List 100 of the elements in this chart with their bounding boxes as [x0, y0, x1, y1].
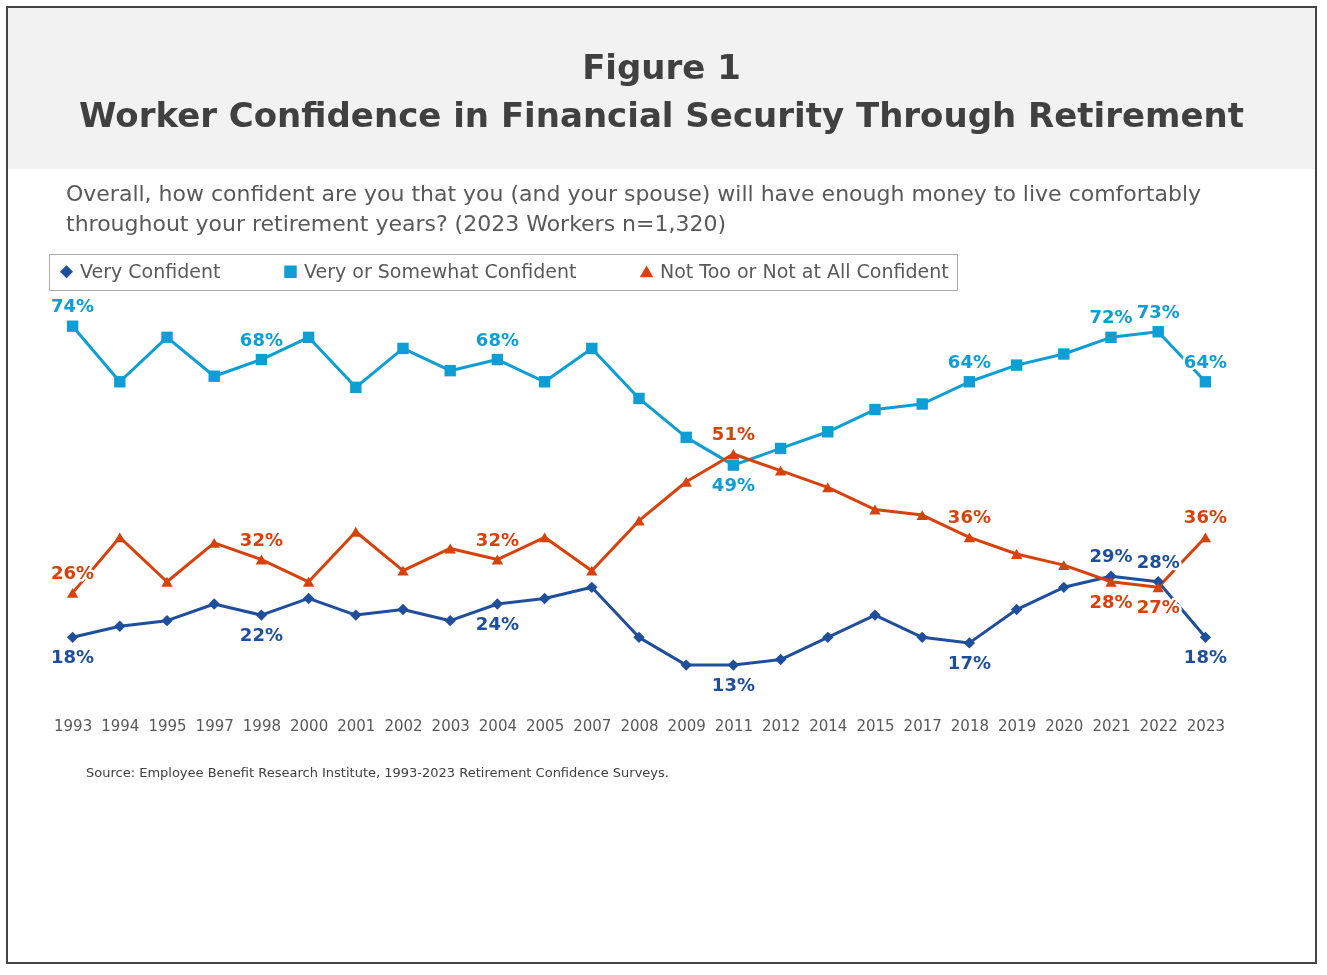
- point: [963, 636, 976, 649]
- point: [491, 353, 504, 365]
- point: [1105, 331, 1117, 343]
- data-label: 24%: [475, 612, 519, 634]
- data-label: 68%: [239, 328, 283, 350]
- x-tick-label: 1993: [54, 716, 93, 735]
- point: [491, 597, 504, 610]
- point: [302, 576, 315, 587]
- point: [255, 554, 268, 565]
- x-tick-label: 2002: [384, 716, 423, 735]
- legend-label: Very or Somewhat Confident: [304, 259, 577, 282]
- point: [774, 442, 787, 454]
- data-label: 18%: [1183, 645, 1227, 667]
- x-tick-label: 2017: [903, 716, 942, 735]
- point: [1199, 531, 1212, 542]
- point: [633, 515, 645, 526]
- point: [1199, 375, 1212, 388]
- point: [1010, 548, 1023, 559]
- x-tick-label: 2009: [667, 716, 706, 735]
- point: [586, 342, 598, 354]
- x-tick-label: 2020: [1045, 716, 1084, 735]
- point: [916, 397, 928, 410]
- x-tick-label: 2007: [573, 716, 612, 735]
- point: [255, 353, 268, 365]
- point: [727, 458, 740, 471]
- point: [397, 342, 409, 354]
- x-tick-label: 2008: [620, 716, 659, 735]
- data-label: 32%: [239, 528, 283, 550]
- point: [680, 658, 692, 671]
- data-label: 49%: [711, 473, 755, 495]
- chart-subtitle: Overall, how confident are you that you (and your spouse) will have enough money to live comfortably throughout your retirement years? (2023 Workers n=1,320): [66, 180, 1203, 238]
- x-tick-label: 2018: [950, 716, 989, 735]
- point: [302, 331, 315, 343]
- point: [1010, 603, 1023, 615]
- x-tick-label: 2003: [431, 716, 470, 735]
- point: [350, 381, 362, 393]
- data-label: 74%: [51, 294, 95, 316]
- point: [727, 448, 740, 459]
- point: [869, 608, 881, 621]
- x-tick-label: 2022: [1139, 716, 1178, 735]
- data-label: 36%: [1183, 505, 1227, 527]
- point: [1199, 631, 1212, 643]
- point: [161, 614, 173, 626]
- point: [633, 631, 645, 643]
- point: [66, 631, 79, 643]
- x-tick-label: 1997: [195, 716, 234, 735]
- point: [255, 608, 268, 621]
- x-tick-label: 2015: [856, 716, 895, 735]
- point: [1152, 581, 1164, 592]
- point: [350, 608, 362, 621]
- point: [161, 331, 173, 343]
- point: [586, 565, 598, 576]
- point: [1152, 325, 1164, 338]
- legend-label: Not Too or Not at All Confident: [660, 259, 949, 282]
- chart-title: Figure 1 Worker Confidence in Financial Security Through Retirement: [8, 8, 1315, 170]
- x-tick-label: 2012: [762, 716, 801, 735]
- point: [916, 631, 928, 643]
- data-label: 13%: [711, 673, 755, 695]
- point: [114, 620, 126, 632]
- data-label: 28%: [1136, 550, 1180, 572]
- point: [208, 597, 220, 610]
- x-tick-label: 2000: [290, 716, 329, 735]
- data-label: 64%: [1183, 350, 1227, 372]
- point: [1105, 576, 1117, 587]
- x-tick-label: 1994: [101, 716, 140, 735]
- point: [1058, 347, 1070, 360]
- point: [633, 392, 645, 404]
- point: [114, 375, 126, 388]
- point: [963, 375, 976, 388]
- point: [869, 403, 881, 415]
- point: [161, 576, 173, 587]
- point: [538, 531, 551, 542]
- point: [538, 375, 551, 388]
- data-label: 32%: [475, 528, 519, 550]
- data-label: 22%: [239, 623, 283, 645]
- data-label: 72%: [1089, 305, 1133, 327]
- data-label: 17%: [947, 651, 991, 673]
- x-tick-label: 2001: [337, 716, 376, 735]
- x-tick-label: 1998: [242, 716, 281, 735]
- point: [1010, 358, 1023, 371]
- point: [727, 658, 740, 671]
- point: [963, 531, 976, 542]
- data-label: 28%: [1089, 590, 1133, 612]
- point: [916, 509, 928, 520]
- x-tick-label: 1995: [148, 716, 187, 735]
- data-label: 68%: [475, 328, 519, 350]
- point: [869, 504, 881, 515]
- point: [491, 554, 504, 565]
- x-tick-label: 2023: [1186, 716, 1225, 735]
- point: [444, 543, 456, 553]
- data-label: 27%: [1136, 595, 1180, 617]
- point: [208, 370, 220, 382]
- x-tick-label: 2005: [526, 716, 565, 735]
- point: [1058, 559, 1070, 570]
- point: [444, 614, 456, 626]
- point: [444, 364, 456, 376]
- point: [538, 592, 551, 604]
- point: [774, 465, 787, 476]
- source-note: Source: Employee Benefit Research Institute, 1993-2023 Retirement Confidence Surveys.: [86, 764, 670, 780]
- x-tick-label: 2011: [714, 716, 753, 735]
